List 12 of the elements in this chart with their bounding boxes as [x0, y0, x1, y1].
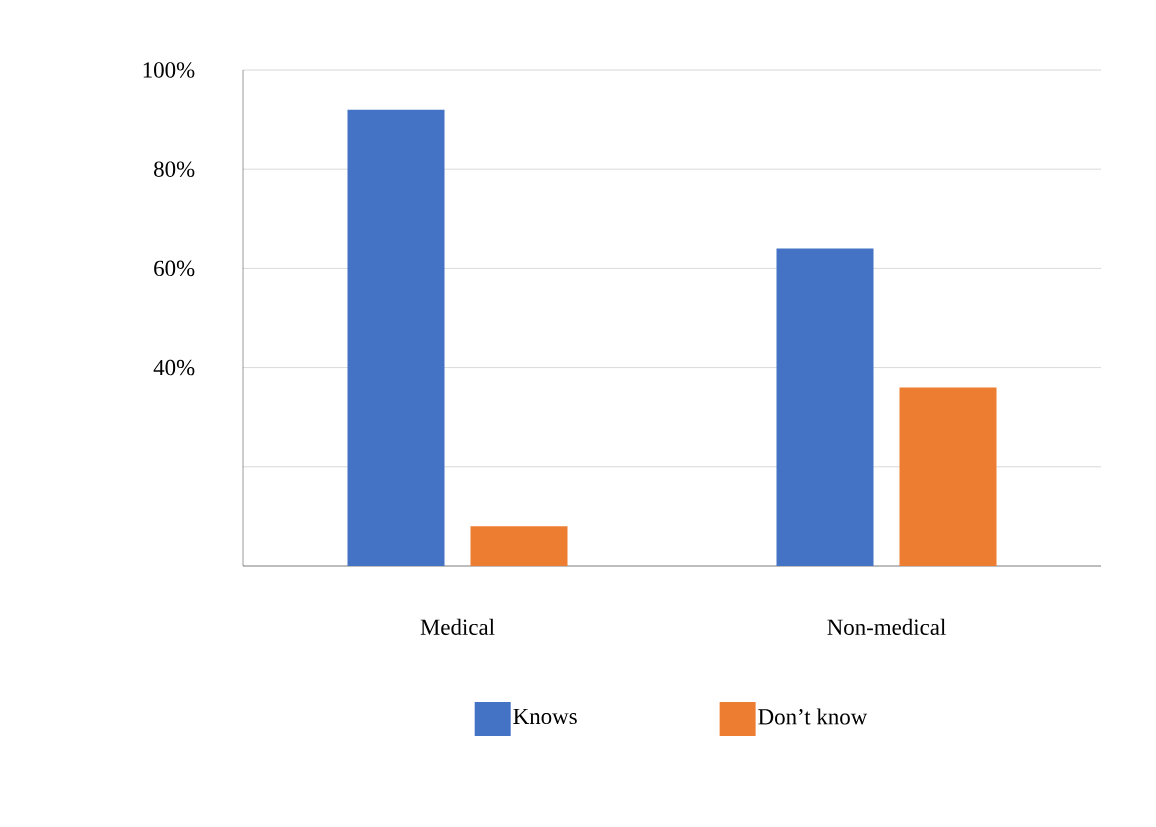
legend-label: Don’t know	[758, 708, 868, 725]
y-tick-label: 60%	[154, 260, 195, 277]
x-tick-label: Non-medical	[827, 618, 946, 635]
bar	[899, 387, 997, 566]
bar	[347, 109, 445, 566]
legend-label: Knows	[513, 708, 577, 725]
x-tick-label: Medical	[420, 618, 495, 635]
y-tick-label: 100%	[143, 62, 195, 78]
bar	[776, 248, 874, 566]
y-tick-label: 80%	[154, 161, 195, 177]
y-tick-label: 40%	[153, 359, 195, 376]
bar	[470, 526, 568, 566]
